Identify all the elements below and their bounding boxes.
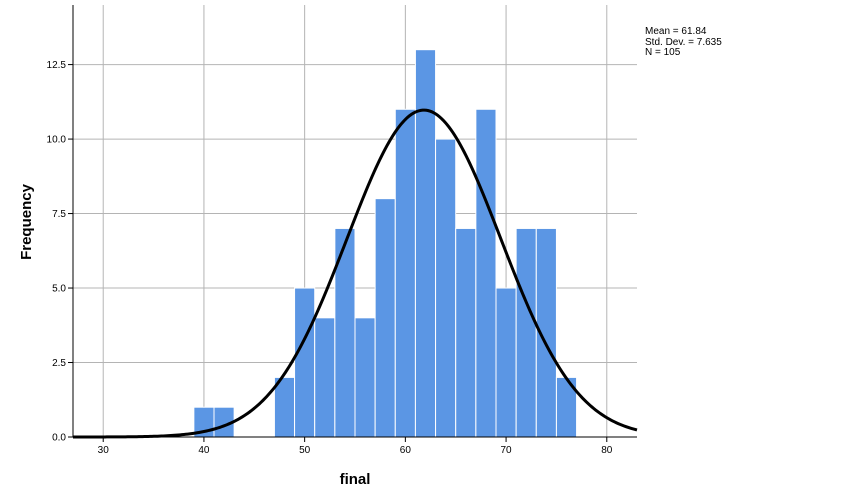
y-tick-label: 10.0: [47, 135, 67, 146]
histogram-bar: [314, 317, 336, 438]
y-tick-label: 12.5: [47, 60, 67, 71]
histogram-bar: [354, 317, 376, 438]
stats-mean: Mean = 61.84: [645, 26, 707, 37]
x-tick-label: 60: [400, 445, 412, 456]
histogram-bar: [495, 287, 517, 438]
x-tick-label: 30: [98, 445, 110, 456]
y-tick-label: 5.0: [52, 284, 66, 295]
statistics-legend: Mean = 61.84 Std. Dev. = 7.635 N = 105: [645, 26, 722, 59]
histogram-bar: [273, 376, 296, 438]
histogram-bar: [455, 227, 477, 438]
histogram-bar: [374, 198, 396, 438]
x-tick-labels: 30 40 50 60 70 80: [98, 445, 613, 456]
normal-curve: [73, 108, 638, 439]
y-tick-label: 0.0: [52, 433, 66, 444]
y-axis-title: Frequency: [18, 183, 35, 260]
stats-n: N = 105: [645, 47, 681, 58]
histogram-bar: [515, 227, 537, 438]
x-tick-label: 80: [601, 445, 613, 456]
stats-std-dev: Std. Dev. = 7.635: [645, 36, 722, 48]
x-axis-title: final: [340, 471, 371, 488]
grid-lines: [73, 5, 637, 437]
y-tick-label: 2.5: [52, 358, 66, 369]
x-tick-label: 50: [299, 445, 311, 456]
y-tick-labels: 0.0 2.5 5.0 7.5 10.0 12.5: [47, 60, 67, 443]
histogram-bar: [414, 49, 437, 438]
axes: [68, 5, 637, 442]
x-tick-label: 70: [501, 445, 513, 456]
histogram-bar: [435, 138, 457, 438]
histogram-bar: [394, 108, 416, 438]
y-tick-label: 7.5: [52, 209, 66, 220]
histogram-bar: [294, 287, 316, 438]
histogram-bars: [193, 49, 578, 438]
x-tick-label: 40: [198, 445, 210, 456]
histogram-bar: [475, 108, 497, 438]
